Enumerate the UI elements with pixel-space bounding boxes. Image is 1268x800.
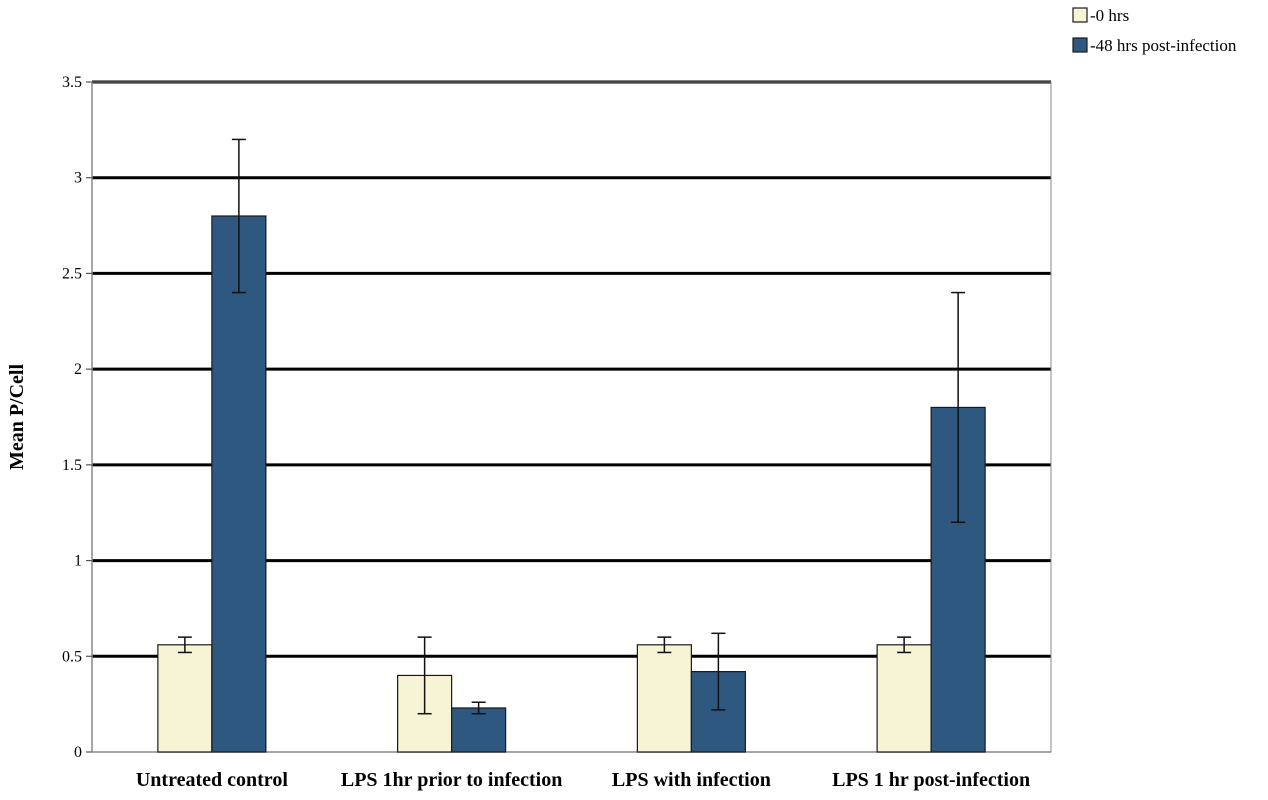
bar-series0-cat0	[157, 644, 213, 753]
legend-swatch-1	[1072, 37, 1088, 53]
legend-label-1: -48 hrs post-infection	[1090, 36, 1237, 55]
y-tick-label-3: 1.5	[62, 457, 82, 474]
legend-label-0: -0 hrs	[1090, 6, 1129, 25]
y-tick-label-2: 1	[74, 553, 82, 570]
category-label-1: LPS 1hr prior to infection	[341, 769, 562, 791]
y-tick-label-1: 0.5	[62, 648, 82, 665]
bar-series1-cat0	[211, 215, 267, 753]
y-axis-ticks: 0 0.5 1 1.5 2 2.5 3 3.5	[62, 74, 92, 761]
y-axis-title: Mean P/Cell	[6, 364, 28, 471]
bar-series0-cat3	[876, 644, 932, 753]
y-tick-label-6: 3	[74, 170, 82, 187]
y-tick-label-4: 2	[74, 361, 82, 378]
category-labels: Untreated control LPS 1hr prior to infect…	[136, 769, 1030, 791]
category-label-0: Untreated control	[136, 769, 288, 791]
y-tick-label-5: 2.5	[62, 265, 82, 282]
bar-series0-cat2	[636, 644, 692, 753]
y-tick-label-0: 0	[74, 744, 82, 761]
legend: -0 hrs -48 hrs post-infection	[1072, 6, 1237, 55]
category-label-3: LPS 1 hr post-infection	[832, 769, 1030, 791]
bars	[157, 215, 986, 753]
error-bars	[177, 138, 966, 715]
category-label-2: LPS with infection	[612, 769, 771, 791]
y-tick-label-7: 3.5	[62, 74, 82, 91]
bar-series1-cat1	[451, 707, 507, 753]
legend-swatch-0	[1072, 7, 1088, 23]
